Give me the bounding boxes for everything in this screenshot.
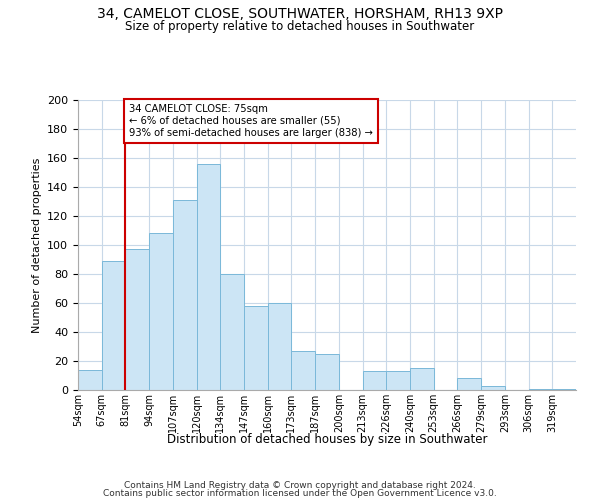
Bar [244, 306, 268, 390]
Text: 34, CAMELOT CLOSE, SOUTHWATER, HORSHAM, RH13 9XP: 34, CAMELOT CLOSE, SOUTHWATER, HORSHAM, … [97, 6, 503, 20]
Bar [529, 388, 552, 390]
Bar [78, 370, 102, 390]
Bar [315, 354, 339, 390]
Bar [173, 200, 197, 390]
Bar [268, 303, 292, 390]
Text: Size of property relative to detached houses in Southwater: Size of property relative to detached ho… [125, 20, 475, 33]
Bar [362, 371, 386, 390]
Bar [220, 274, 244, 390]
Bar [386, 371, 410, 390]
Bar [410, 368, 434, 390]
Bar [457, 378, 481, 390]
Y-axis label: Number of detached properties: Number of detached properties [32, 158, 41, 332]
Bar [481, 386, 505, 390]
Bar [125, 250, 149, 390]
Text: Contains HM Land Registry data © Crown copyright and database right 2024.: Contains HM Land Registry data © Crown c… [124, 480, 476, 490]
Text: Contains public sector information licensed under the Open Government Licence v3: Contains public sector information licen… [103, 489, 497, 498]
Bar [102, 261, 125, 390]
Bar [149, 234, 173, 390]
Bar [197, 164, 220, 390]
Bar [292, 351, 315, 390]
Text: 34 CAMELOT CLOSE: 75sqm
← 6% of detached houses are smaller (55)
93% of semi-det: 34 CAMELOT CLOSE: 75sqm ← 6% of detached… [129, 104, 373, 138]
Text: Distribution of detached houses by size in Southwater: Distribution of detached houses by size … [167, 432, 487, 446]
Bar [552, 388, 576, 390]
